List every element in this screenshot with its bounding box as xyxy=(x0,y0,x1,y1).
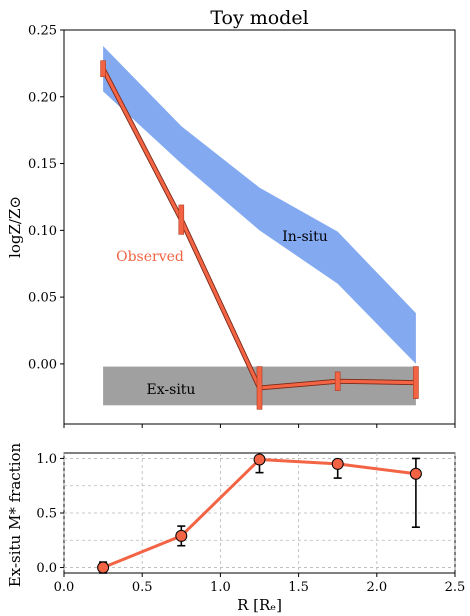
bottom-x-tick-label: 1.0 xyxy=(210,580,231,595)
bottom-y-ticks: 0.0 0.5 1.0 xyxy=(36,452,64,576)
observed-error-bar xyxy=(178,204,185,235)
top-panel: Toy model logZ/Z⊙ 0.000.050.100.150.200.… xyxy=(6,7,456,428)
in-situ-band xyxy=(103,46,416,364)
chart-title: Toy model xyxy=(210,7,308,29)
bottom-x-tick-label: 1.5 xyxy=(288,580,309,595)
bottom-x-tick-label: 0.5 xyxy=(132,580,153,595)
bottom-x-tick-label: 2.5 xyxy=(445,580,466,595)
fraction-point xyxy=(253,453,266,466)
bottom-y-tick-label: 0.0 xyxy=(36,561,57,576)
top-y-ticks: 0.00 0.05 0.10 0.15 0.20 0.25 xyxy=(28,24,64,372)
bottom-x-tick-label: 0.0 xyxy=(54,580,75,595)
bottom-y-axis-label: Ex-situ M* fraction xyxy=(6,442,24,587)
top-y-tick-label: 0.20 xyxy=(28,90,57,105)
in-situ-label: In-situ xyxy=(282,229,328,245)
top-y-axis-label: logZ/Z⊙ xyxy=(6,196,24,258)
bottom-y-tick-label: 0.5 xyxy=(36,507,57,522)
top-y-tick-label: 0.15 xyxy=(28,157,57,172)
observed-error-bar xyxy=(256,366,263,410)
fraction-points xyxy=(97,453,422,574)
observed-error-bar xyxy=(413,366,419,399)
top-y-tick-label: 0.05 xyxy=(28,291,57,306)
bottom-panel: 0.0 0.5 1.0 0.0 0.5 1.0 1.5 2.0 2.5 R [Rₑ] Ex-s… xyxy=(6,442,465,614)
bottom-x-ticks: 0.0 0.5 1.0 1.5 2.0 2.5 xyxy=(54,573,466,595)
fraction-point xyxy=(331,457,344,470)
top-y-tick-label: 0.00 xyxy=(28,357,57,372)
top-y-tick-label: 0.25 xyxy=(28,24,57,39)
observed-error-bar xyxy=(334,371,341,391)
observed-error-bar xyxy=(100,60,106,78)
bottom-x-tick-label: 2.0 xyxy=(366,580,387,595)
top-y-tick-label: 0.10 xyxy=(28,224,57,239)
fraction-point xyxy=(175,529,188,542)
bottom-y-tick-label: 1.0 xyxy=(36,452,57,467)
top-x-ticks xyxy=(63,424,456,428)
fraction-point xyxy=(97,561,110,574)
ex-situ-label: Ex-situ xyxy=(147,382,196,398)
fraction-point xyxy=(409,467,422,480)
observed-error-bars xyxy=(100,60,419,410)
observed-label: Observed xyxy=(116,249,184,265)
bottom-x-axis-label: R [Rₑ] xyxy=(237,596,282,614)
